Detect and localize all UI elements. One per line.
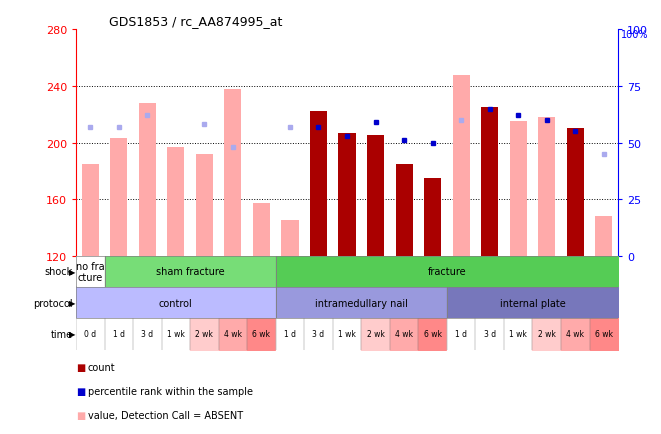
Text: ▶: ▶: [69, 299, 75, 307]
Bar: [395, 164, 412, 256]
Bar: [481, 108, 498, 256]
Text: value, Detection Call = ABSENT: value, Detection Call = ABSENT: [88, 410, 243, 420]
Bar: [139, 104, 156, 256]
Bar: [196, 155, 213, 256]
Bar: [110, 139, 128, 256]
Text: internal plate: internal plate: [500, 298, 565, 308]
Text: 2 wk: 2 wk: [367, 330, 385, 339]
Text: 4 wk: 4 wk: [566, 330, 584, 339]
Text: fracture: fracture: [428, 267, 466, 276]
Text: 3 d: 3 d: [484, 330, 496, 339]
Text: 3 d: 3 d: [313, 330, 325, 339]
Bar: [510, 122, 527, 256]
Bar: [424, 178, 441, 256]
Text: 6 wk: 6 wk: [253, 330, 270, 339]
Text: ▶: ▶: [69, 330, 75, 339]
Text: shock: shock: [44, 267, 73, 276]
Text: 1 d: 1 d: [455, 330, 467, 339]
Bar: [167, 148, 184, 256]
Text: 0 d: 0 d: [84, 330, 97, 339]
Text: GDS1853 / rc_AA874995_at: GDS1853 / rc_AA874995_at: [109, 15, 282, 28]
Text: ■: ■: [76, 410, 85, 420]
Bar: [538, 118, 555, 256]
Text: time: time: [51, 329, 73, 339]
Text: 1 wk: 1 wk: [509, 330, 527, 339]
Bar: [310, 112, 327, 256]
Text: 4 wk: 4 wk: [224, 330, 242, 339]
Text: percentile rank within the sample: percentile rank within the sample: [88, 386, 253, 396]
Text: 1 wk: 1 wk: [167, 330, 185, 339]
Bar: [453, 76, 470, 256]
Text: ▶: ▶: [69, 267, 75, 276]
Bar: [367, 136, 384, 256]
Text: sham fracture: sham fracture: [156, 267, 225, 276]
Text: ■: ■: [76, 386, 85, 396]
Bar: [253, 204, 270, 256]
Text: 3 d: 3 d: [141, 330, 153, 339]
Text: ■: ■: [76, 362, 85, 372]
Text: 6 wk: 6 wk: [424, 330, 442, 339]
Bar: [338, 133, 356, 256]
Bar: [82, 164, 99, 256]
Bar: [595, 217, 612, 256]
Bar: [282, 221, 299, 256]
Text: 4 wk: 4 wk: [395, 330, 413, 339]
Text: count: count: [88, 362, 116, 372]
Text: 2 wk: 2 wk: [538, 330, 556, 339]
Text: control: control: [159, 298, 193, 308]
Bar: [224, 89, 241, 256]
Text: 6 wk: 6 wk: [595, 330, 613, 339]
Text: 1 wk: 1 wk: [338, 330, 356, 339]
Text: 2 wk: 2 wk: [196, 330, 214, 339]
Text: 100%: 100%: [621, 30, 649, 40]
Text: 1 d: 1 d: [284, 330, 296, 339]
Text: intramedullary nail: intramedullary nail: [315, 298, 408, 308]
Text: 1 d: 1 d: [113, 330, 125, 339]
Text: protocol: protocol: [33, 298, 73, 308]
Bar: [566, 129, 584, 256]
Text: no fra
cture: no fra cture: [76, 261, 104, 283]
